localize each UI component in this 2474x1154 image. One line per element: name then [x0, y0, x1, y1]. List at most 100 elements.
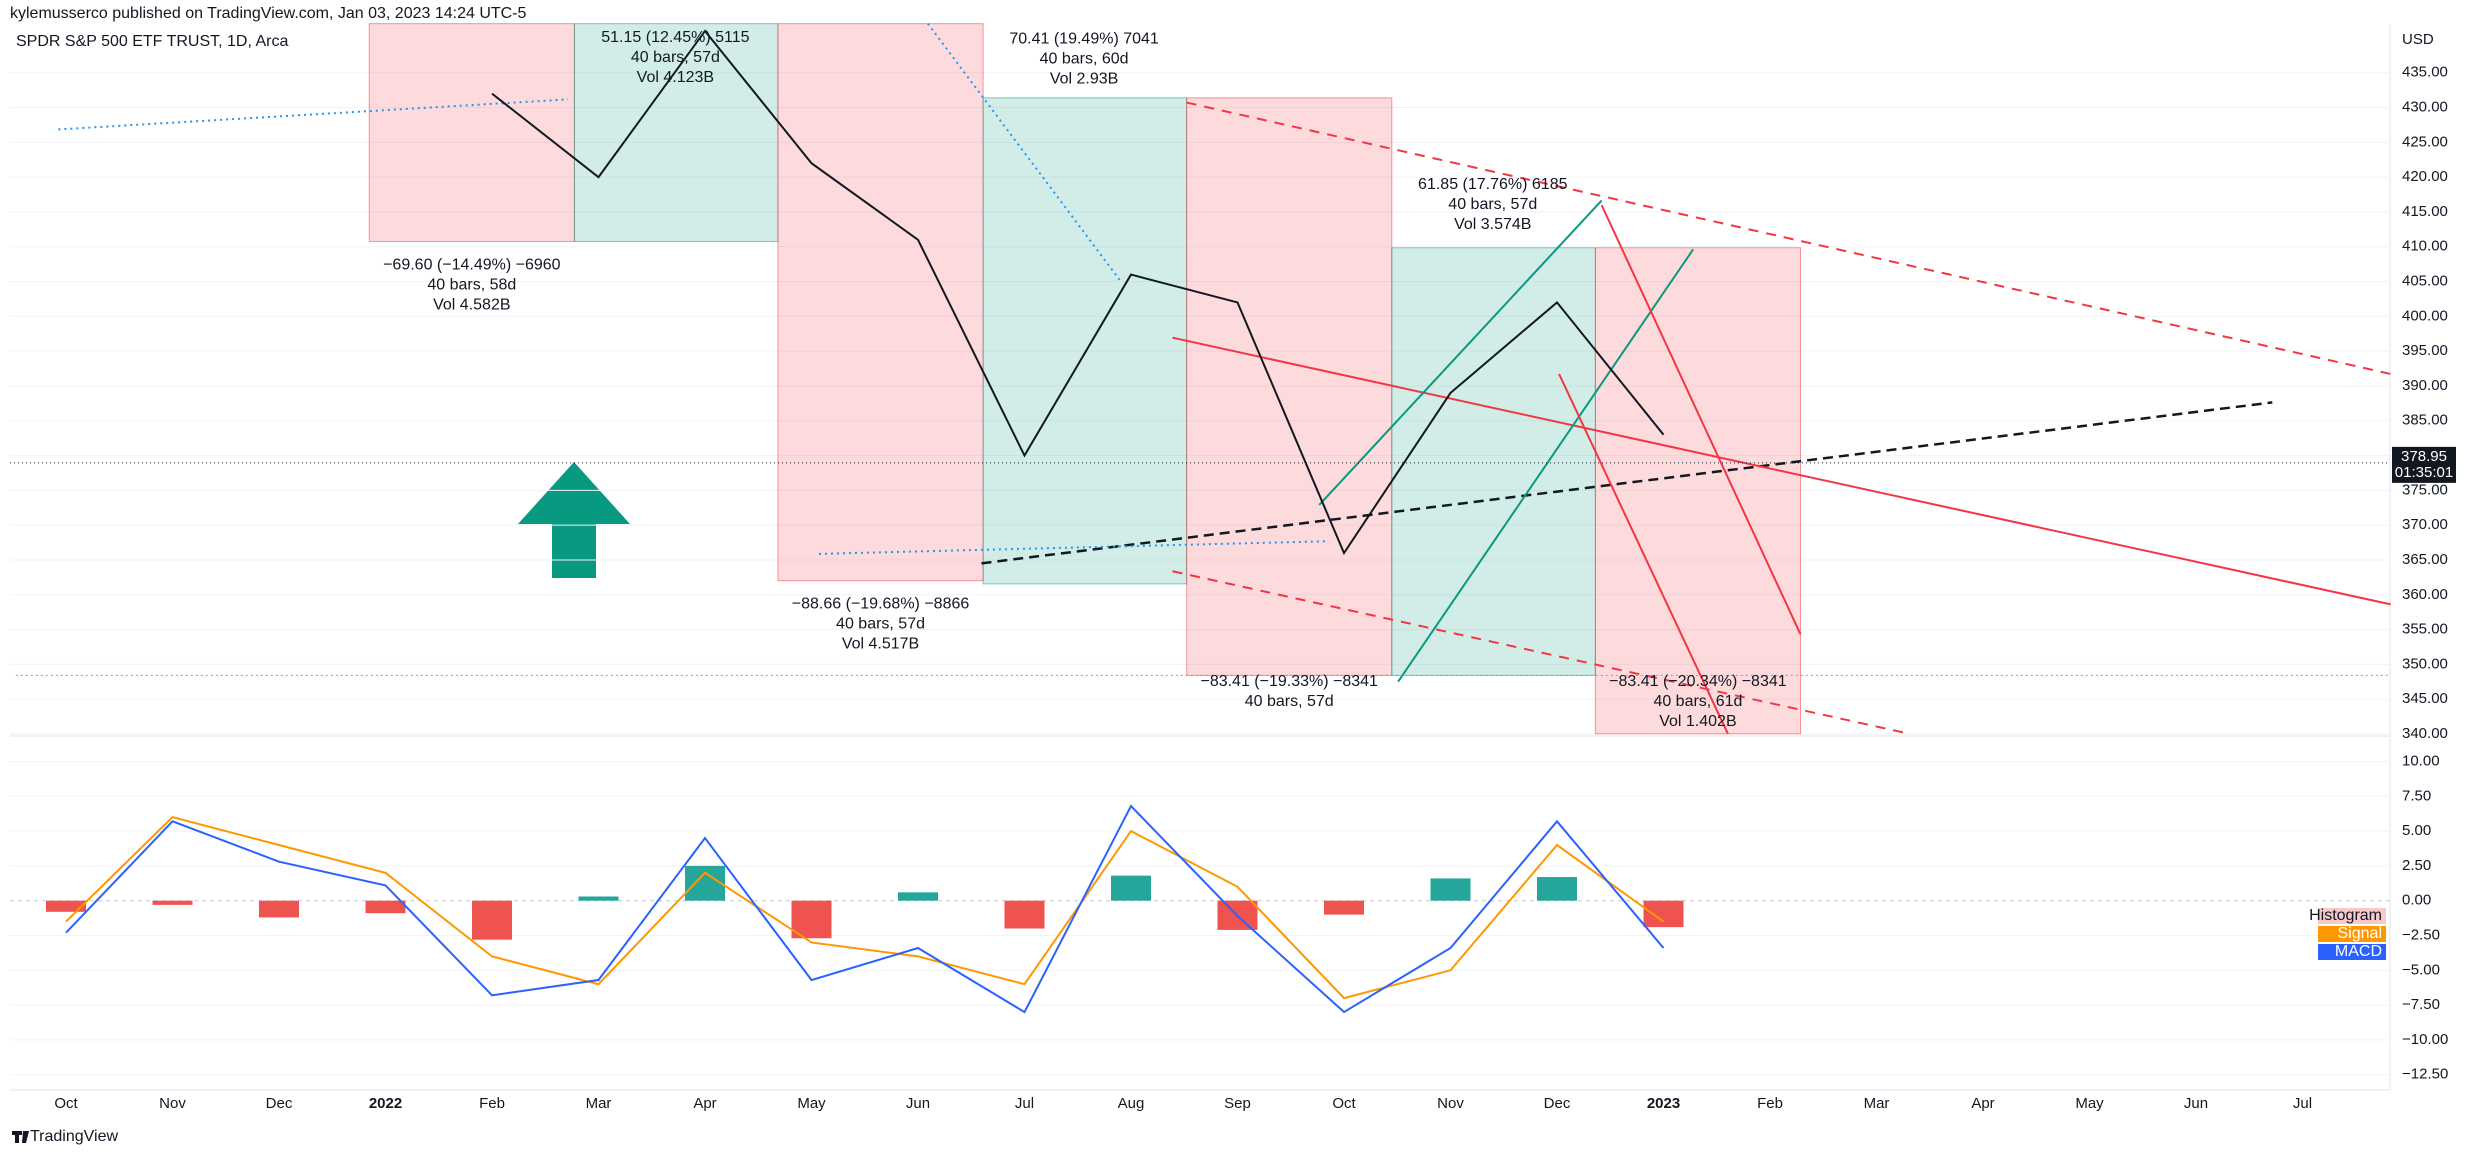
annotation: 40 bars, 57d [836, 616, 925, 633]
x-tick-label: Oct [54, 1095, 78, 1112]
trend-line [1600, 204, 1802, 635]
x-tick-label: Jun [2184, 1095, 2208, 1112]
trend-line [818, 540, 1328, 555]
y-tick-label: 420.00 [2402, 168, 2448, 185]
x-tick-label: Jul [2293, 1095, 2312, 1112]
y-tick-label: 365.00 [2402, 551, 2448, 568]
measure-box [368, 23, 575, 242]
last-price: 378.95 [2401, 448, 2447, 465]
price-line [491, 29, 1665, 556]
legend-label: Histogram [2309, 907, 2382, 924]
y-tick-label: −2.50 [2402, 926, 2440, 943]
countdown: 01:35:01 [2395, 464, 2453, 481]
last-price-box [2392, 446, 2456, 483]
y-tick-label: 350.00 [2402, 655, 2448, 672]
y-tick-label: 395.00 [2402, 342, 2448, 359]
y-tick-label: 340.00 [2402, 725, 2448, 742]
annotation: 40 bars, 60d [1040, 51, 1129, 68]
trend-line [58, 98, 569, 131]
symbol: SPDR S&P 500 ETF TRUST, 1D, Arca [16, 33, 288, 50]
y-tick-label: −12.50 [2402, 1066, 2448, 1083]
x-tick-label: Jun [906, 1095, 930, 1112]
y-tick-label: −5.00 [2402, 961, 2440, 978]
y-tick-label: 385.00 [2402, 412, 2448, 429]
histogram-bar [791, 900, 832, 939]
measure-box [1594, 247, 1801, 735]
measure-box [573, 23, 779, 242]
y-tick-label: −7.50 [2402, 996, 2440, 1013]
legend-swatch [2318, 926, 2386, 942]
annotation: −88.66 (−19.68%) −8866 [792, 596, 970, 613]
x-tick-label: Nov [1437, 1095, 1464, 1112]
footer: TradingView [30, 1128, 118, 1145]
histogram-bar [1324, 900, 1364, 915]
annotation: 40 bars, 57d [631, 49, 720, 66]
publisher: kylemusserco published on TradingView.co… [10, 5, 527, 22]
annotation: Vol 4.517B [842, 636, 919, 653]
histogram-bar [259, 900, 299, 918]
annotation: Vol 3.574B [1454, 216, 1531, 233]
x-tick-label: May [797, 1095, 826, 1112]
x-tick-label: Mar [586, 1095, 612, 1112]
currency: USD [2402, 31, 2434, 48]
legend-swatch [2318, 944, 2386, 960]
trend-line [1318, 199, 1603, 506]
logo [12, 1131, 29, 1143]
histogram-bar [1430, 878, 1471, 901]
x-tick-label: Jul [1015, 1095, 1034, 1112]
annotation: 61.85 (17.76%) 6185 [1418, 176, 1568, 193]
y-tick-label: 10.00 [2402, 752, 2440, 769]
trend-line [1186, 101, 2391, 375]
legend-label: MACD [2335, 943, 2382, 960]
annotation: 40 bars, 61d [1653, 693, 1742, 710]
y-tick-label: 400.00 [2402, 307, 2448, 324]
legend-swatch [2318, 908, 2386, 924]
y-tick-label: 370.00 [2402, 516, 2448, 533]
histogram-bar [898, 892, 938, 901]
histogram-bar [1111, 875, 1151, 901]
y-tick-label: 435.00 [2402, 64, 2448, 81]
measure-box [1391, 247, 1596, 676]
annotation: 40 bars, 58d [427, 276, 516, 293]
annotation: 51.15 (12.45%) 5115 [601, 29, 749, 46]
histogram-bar [578, 896, 619, 901]
x-tick-label: 2023 [1647, 1095, 1680, 1112]
histogram-bar [46, 900, 86, 912]
arrow-icon [518, 462, 630, 578]
trend-line [981, 401, 2273, 565]
y-tick-label: 7.50 [2402, 787, 2431, 804]
y-tick-label: 360.00 [2402, 586, 2448, 603]
y-tick-label: 355.00 [2402, 621, 2448, 638]
measure-box [777, 23, 984, 582]
y-tick-label: 2.50 [2402, 857, 2431, 874]
y-tick-label: 390.00 [2402, 377, 2448, 394]
y-tick-label: −10.00 [2402, 1031, 2448, 1048]
x-tick-label: Dec [266, 1095, 293, 1112]
annotation: −83.41 (−19.33%) −8341 [1200, 673, 1378, 690]
macd-line [65, 804, 1665, 1014]
y-tick-label: 410.00 [2402, 238, 2448, 255]
x-tick-label: Oct [1332, 1095, 1356, 1112]
histogram-bar [152, 900, 193, 905]
annotation: −83.41 (−20.34%) −8341 [1609, 673, 1787, 690]
y-tick-label: 430.00 [2402, 98, 2448, 115]
annotation: 70.41 (19.49%) 7041 [1009, 31, 1159, 48]
annotation: −69.60 (−14.49%) −6960 [383, 256, 561, 273]
x-tick-label: Nov [159, 1095, 186, 1112]
measure-box [982, 97, 1188, 585]
measure-box [1186, 97, 1393, 676]
histogram-bar [365, 900, 406, 914]
y-tick-label: 375.00 [2402, 481, 2448, 498]
x-tick-label: May [2075, 1095, 2104, 1112]
annotation: Vol 4.123B [637, 69, 714, 86]
y-tick-label: 405.00 [2402, 273, 2448, 290]
annotation: Vol 4.582B [433, 296, 510, 313]
x-tick-label: 2022 [369, 1095, 402, 1112]
x-tick-label: Apr [1971, 1095, 1994, 1112]
trend-line [1397, 248, 1695, 683]
y-tick-label: 415.00 [2402, 203, 2448, 220]
y-tick-label: 5.00 [2402, 822, 2431, 839]
histogram-bar [472, 900, 512, 940]
